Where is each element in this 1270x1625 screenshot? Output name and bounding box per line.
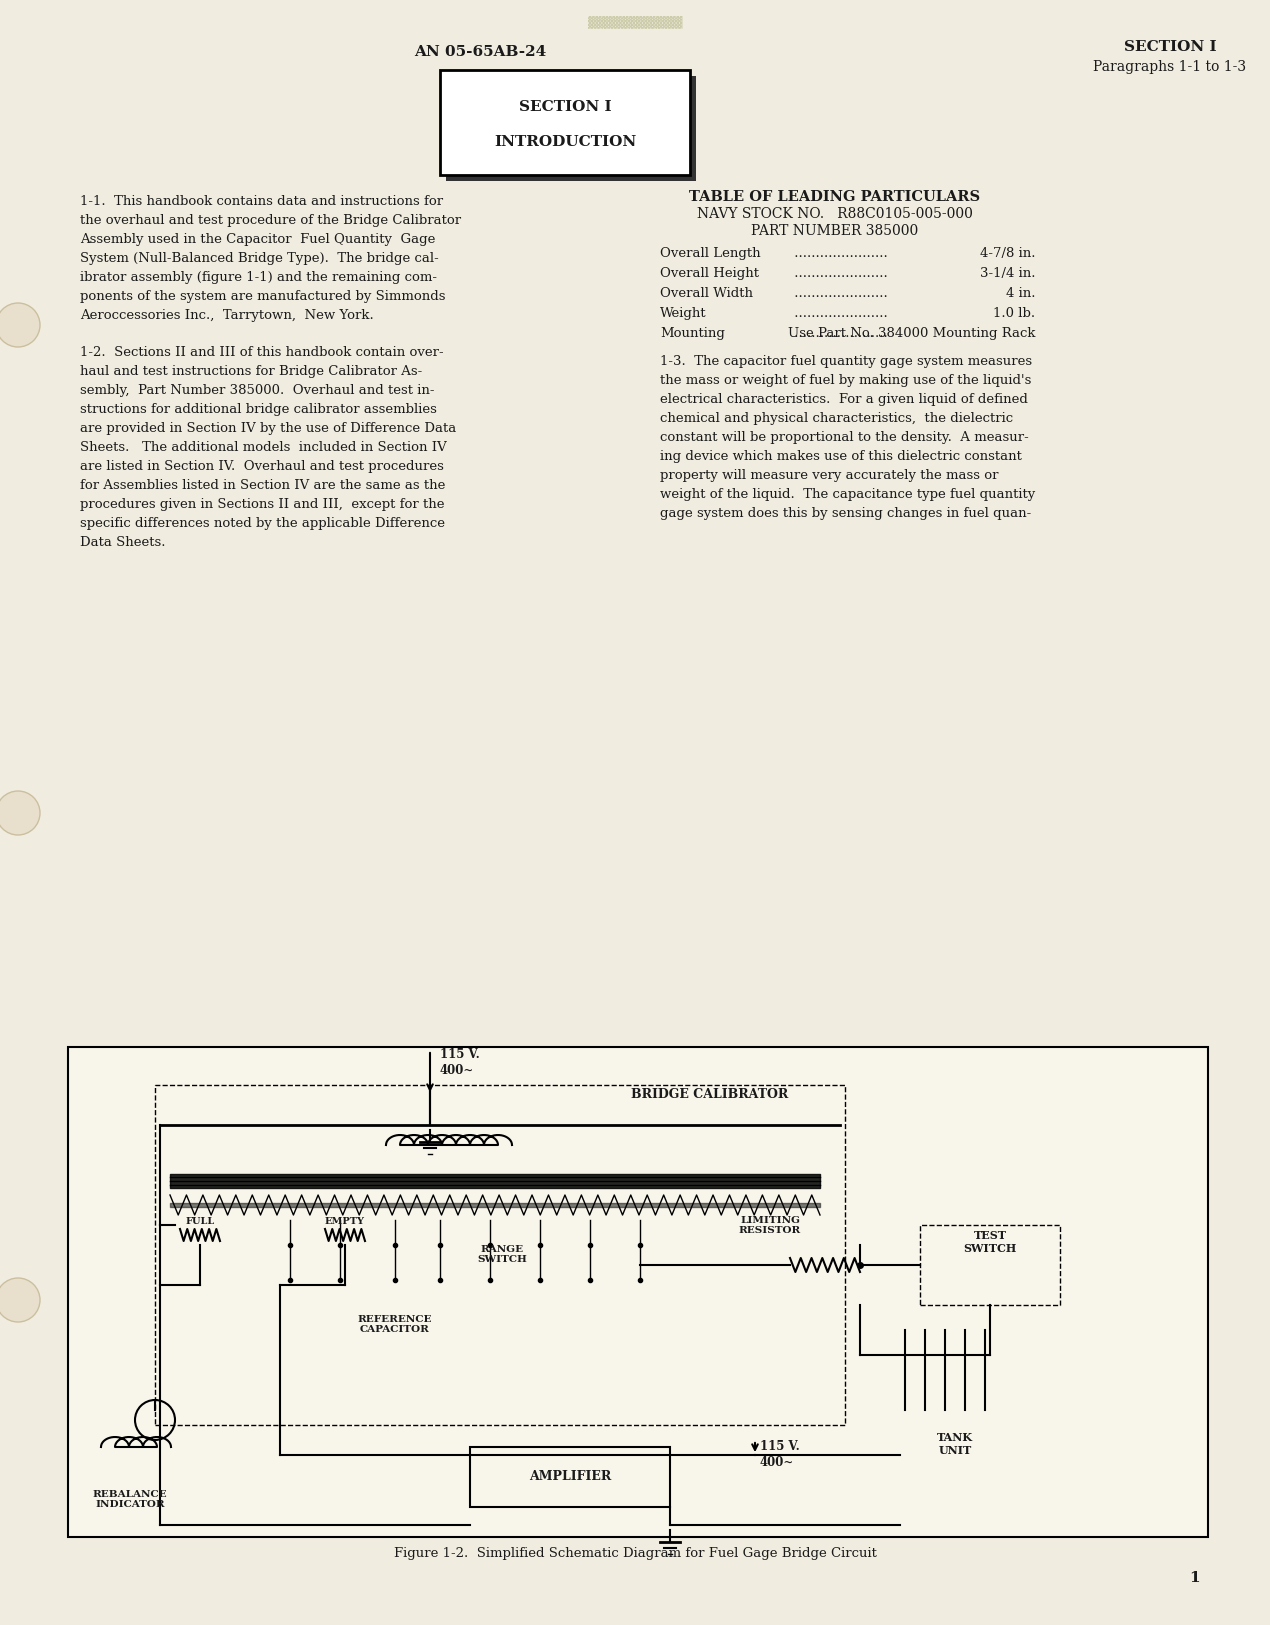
Text: ......................: ...................... (790, 327, 888, 340)
Text: RANGE
SWITCH: RANGE SWITCH (478, 1245, 527, 1264)
Text: Assembly used in the Capacitor  Fuel Quantity  Gage: Assembly used in the Capacitor Fuel Quan… (80, 232, 436, 245)
Text: Figure 1-2.  Simplified Schematic Diagram for Fuel Gage Bridge Circuit: Figure 1-2. Simplified Schematic Diagram… (394, 1547, 876, 1560)
Text: Mounting: Mounting (660, 327, 725, 340)
Text: electrical characteristics.  For a given liquid of defined: electrical characteristics. For a given … (660, 393, 1027, 406)
Bar (69, 1046, 1208, 1537)
Text: EMPTY: EMPTY (325, 1217, 364, 1225)
Text: ......................: ...................... (790, 266, 888, 279)
Text: TABLE OF LEADING PARTICULARS: TABLE OF LEADING PARTICULARS (690, 190, 980, 205)
Text: AN 05-65AB-24: AN 05-65AB-24 (414, 46, 546, 58)
Text: Overall Length: Overall Length (660, 247, 761, 260)
Text: specific differences noted by the applicable Difference: specific differences noted by the applic… (80, 517, 444, 530)
Text: haul and test instructions for Bridge Calibrator As-: haul and test instructions for Bridge Ca… (80, 366, 422, 379)
Text: 400~: 400~ (759, 1456, 794, 1469)
Text: 3-1/4 in.: 3-1/4 in. (979, 266, 1035, 279)
FancyBboxPatch shape (446, 76, 696, 180)
Text: REFERENCE
CAPACITOR: REFERENCE CAPACITOR (358, 1315, 432, 1334)
Text: Aeroccessories Inc.,  Tarrytown,  New York.: Aeroccessories Inc., Tarrytown, New York… (80, 309, 373, 322)
Circle shape (0, 791, 39, 835)
Text: for Assemblies listed in Section IV are the same as the: for Assemblies listed in Section IV are … (80, 479, 446, 492)
Circle shape (0, 302, 39, 348)
Text: 1.0 lb.: 1.0 lb. (993, 307, 1035, 320)
Text: sembly,  Part Number 385000.  Overhaul and test in-: sembly, Part Number 385000. Overhaul and… (80, 384, 434, 396)
Text: AMPLIFIER: AMPLIFIER (528, 1471, 611, 1484)
Text: NAVY STOCK NO.   R88C0105-005-000: NAVY STOCK NO. R88C0105-005-000 (697, 206, 973, 221)
Text: 400~: 400~ (439, 1063, 474, 1076)
Text: weight of the liquid.  The capacitance type fuel quantity: weight of the liquid. The capacitance ty… (660, 488, 1035, 500)
Text: 4-7/8 in.: 4-7/8 in. (979, 247, 1035, 260)
Text: TEST
SWITCH: TEST SWITCH (964, 1230, 1016, 1254)
Text: constant will be proportional to the density.  A measur-: constant will be proportional to the den… (660, 431, 1029, 444)
Text: PART NUMBER 385000: PART NUMBER 385000 (752, 224, 918, 237)
Text: LIMITING
RESISTOR: LIMITING RESISTOR (739, 1216, 801, 1235)
Text: SECTION I: SECTION I (518, 101, 611, 114)
Text: chemical and physical characteristics,  the dielectric: chemical and physical characteristics, t… (660, 413, 1013, 426)
Text: INTRODUCTION: INTRODUCTION (494, 135, 636, 150)
Text: procedures given in Sections II and III,  except for the: procedures given in Sections II and III,… (80, 497, 444, 510)
Text: 1: 1 (1190, 1571, 1200, 1584)
Text: REBALANCE
INDICATOR: REBALANCE INDICATOR (93, 1490, 168, 1510)
Text: Overall Height: Overall Height (660, 266, 759, 279)
Text: System (Null-Balanced Bridge Type).  The bridge cal-: System (Null-Balanced Bridge Type). The … (80, 252, 438, 265)
Text: 1-1.  This handbook contains data and instructions for: 1-1. This handbook contains data and ins… (80, 195, 443, 208)
Text: 1-2.  Sections II and III of this handbook contain over-: 1-2. Sections II and III of this handboo… (80, 346, 443, 359)
Text: ......................: ...................... (790, 247, 888, 260)
Text: Use Part No. 384000 Mounting Rack: Use Part No. 384000 Mounting Rack (787, 327, 1035, 340)
Text: 1-3.  The capacitor fuel quantity gage system measures: 1-3. The capacitor fuel quantity gage sy… (660, 354, 1033, 367)
Text: ibrator assembly (figure 1-1) and the remaining com-: ibrator assembly (figure 1-1) and the re… (80, 271, 437, 284)
Text: TANK
UNIT: TANK UNIT (937, 1432, 973, 1456)
Bar (155, 1086, 845, 1425)
Text: the overhaul and test procedure of the Bridge Calibrator: the overhaul and test procedure of the B… (80, 214, 461, 228)
Text: ......................: ...................... (790, 307, 888, 320)
Text: the mass or weight of fuel by making use of the liquid's: the mass or weight of fuel by making use… (660, 374, 1031, 387)
Text: Paragraphs 1-1 to 1-3: Paragraphs 1-1 to 1-3 (1093, 60, 1247, 75)
Text: Overall Width: Overall Width (660, 288, 753, 301)
Text: are provided in Section IV by the use of Difference Data: are provided in Section IV by the use of… (80, 422, 456, 436)
Bar (470, 1446, 671, 1506)
Text: 4 in.: 4 in. (1006, 288, 1035, 301)
Bar (919, 1225, 1060, 1305)
Text: are listed in Section IV.  Overhaul and test procedures: are listed in Section IV. Overhaul and t… (80, 460, 444, 473)
Circle shape (0, 1277, 39, 1323)
Text: ▓▓▓▓▓▓▓▓▓▓▓▓▓▓: ▓▓▓▓▓▓▓▓▓▓▓▓▓▓ (588, 15, 682, 28)
Text: ponents of the system are manufactured by Simmonds: ponents of the system are manufactured b… (80, 289, 446, 302)
Text: 115 V.: 115 V. (759, 1440, 800, 1453)
Text: SECTION I: SECTION I (1124, 41, 1217, 54)
Text: ing device which makes use of this dielectric constant: ing device which makes use of this diele… (660, 450, 1022, 463)
Text: Data Sheets.: Data Sheets. (80, 536, 165, 549)
Text: property will measure very accurately the mass or: property will measure very accurately th… (660, 470, 998, 483)
Text: Sheets.   The additional models  included in Section IV: Sheets. The additional models included i… (80, 440, 447, 453)
Text: BRIDGE CALIBRATOR: BRIDGE CALIBRATOR (631, 1089, 789, 1102)
Text: gage system does this by sensing changes in fuel quan-: gage system does this by sensing changes… (660, 507, 1031, 520)
Text: structions for additional bridge calibrator assemblies: structions for additional bridge calibra… (80, 403, 437, 416)
Text: Weight: Weight (660, 307, 706, 320)
Text: ......................: ...................... (790, 288, 888, 301)
Text: FULL: FULL (185, 1217, 215, 1225)
Text: 115 V.: 115 V. (439, 1048, 480, 1061)
FancyBboxPatch shape (439, 70, 690, 176)
